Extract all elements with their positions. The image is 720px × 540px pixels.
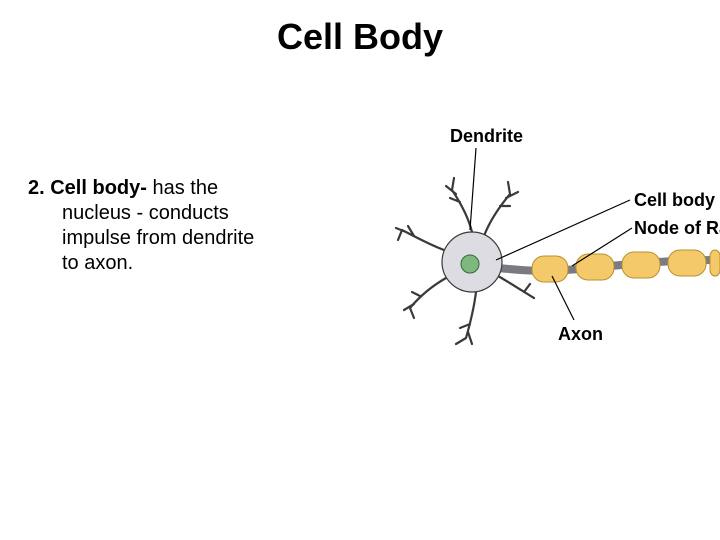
body-rest-1: has the <box>152 177 218 199</box>
page-title: Cell Body <box>0 16 720 58</box>
label-dendrite: Dendrite <box>450 126 523 147</box>
body-line-2: nucleus - conducts <box>28 201 308 226</box>
label-node-of-ra: Node of Ra <box>634 218 720 239</box>
neuron-diagram: Dendrite Cell body Node of Ra Axon <box>380 120 720 420</box>
label-cell-body: Cell body <box>634 190 715 211</box>
body-text: 2. Cell body- has the nucleus - conducts… <box>28 176 308 276</box>
body-line-4: to axon. <box>28 251 308 276</box>
body-lead: 2. Cell body- <box>28 177 152 199</box>
neuron-svg <box>380 120 720 420</box>
label-axon: Axon <box>558 324 603 345</box>
body-line-3: impulse from dendrite <box>28 226 308 251</box>
